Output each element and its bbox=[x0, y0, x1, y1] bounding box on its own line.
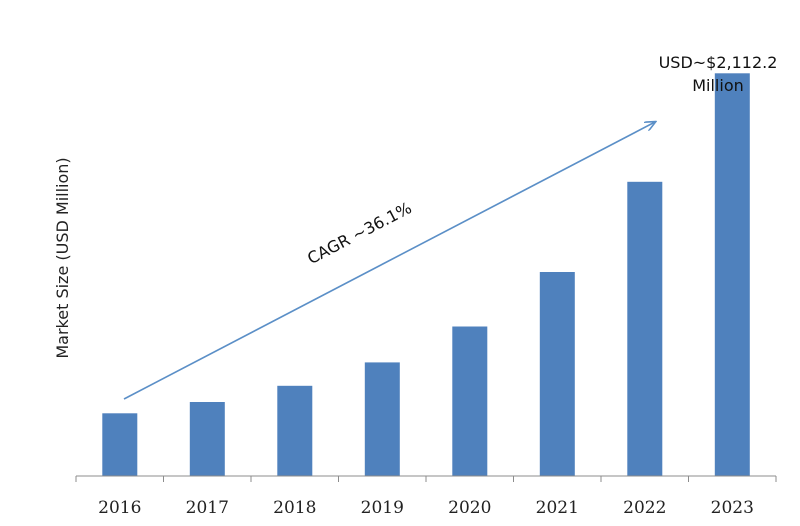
bar-2023 bbox=[714, 73, 750, 477]
cagr-arrow bbox=[123, 122, 655, 400]
bar-series bbox=[102, 73, 750, 477]
x-axis-ticks bbox=[75, 476, 777, 482]
last-value-annotation-line1: USD~$2,112.2 bbox=[659, 53, 778, 72]
bar-2019 bbox=[364, 362, 400, 476]
x-tick-label-2016: 2016 bbox=[98, 498, 141, 518]
bar-2021 bbox=[539, 272, 575, 476]
x-tick-label-2018: 2018 bbox=[273, 498, 316, 518]
x-tick-label-2019: 2019 bbox=[361, 498, 404, 518]
x-tick-label-2020: 2020 bbox=[448, 498, 491, 518]
cagr-annotation: CAGR ~36.1% bbox=[304, 198, 414, 268]
bar-2017 bbox=[189, 402, 225, 476]
bar-2018 bbox=[277, 385, 313, 476]
x-tick-label-2017: 2017 bbox=[186, 498, 229, 518]
y-axis-label: Market Size (USD Million) bbox=[53, 157, 72, 358]
last-value-annotation-line2: Million bbox=[692, 76, 744, 95]
x-tick-label-2021: 2021 bbox=[536, 498, 579, 518]
x-tick-label-2022: 2022 bbox=[623, 498, 666, 518]
x-axis-tick-labels: 2016 2017 2018 2019 2020 2021 2022 2023 bbox=[98, 498, 754, 518]
bar-2020 bbox=[452, 326, 488, 476]
bar-2022 bbox=[627, 181, 663, 477]
x-tick-label-2023: 2023 bbox=[711, 498, 754, 518]
bar-2016 bbox=[102, 413, 138, 476]
